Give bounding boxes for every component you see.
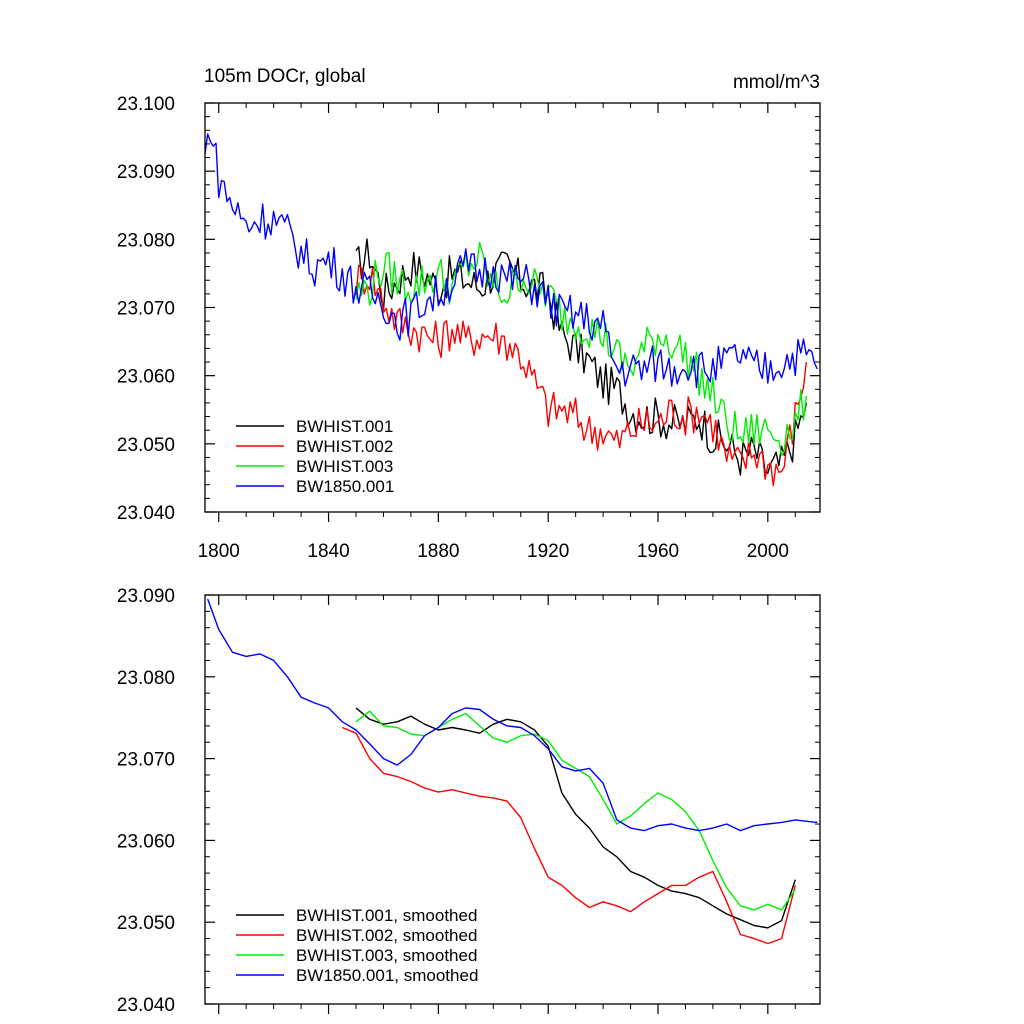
bottom-ytick-label: 23.090	[117, 586, 175, 607]
bottom-ytick-label: 23.080	[117, 668, 175, 689]
bottom-ytick-label: 23.070	[117, 750, 175, 771]
top-ytick-label: 23.080	[117, 230, 175, 251]
top-series-line-1	[355, 264, 807, 487]
chart-title: 105m DOCr, global	[204, 66, 366, 87]
units-label: mmol/m^3	[733, 72, 820, 93]
top-ytick-label: 23.090	[117, 162, 175, 183]
top-xtick-label: 1800	[198, 541, 240, 562]
bottom-legend-label-1: BWHIST.002, smoothed	[296, 926, 477, 945]
bottom-ytick-label: 23.050	[117, 913, 175, 934]
top-xtick-label: 1960	[637, 541, 679, 562]
top-legend-label-2: BWHIST.003	[296, 457, 393, 476]
top-series-line-2	[355, 241, 807, 457]
top-legend-label-1: BWHIST.002	[296, 437, 393, 456]
bottom-series-line-0	[355, 707, 796, 929]
top-series-line-0	[355, 238, 807, 476]
top-ytick-label: 23.070	[117, 299, 175, 320]
bottom-ytick-label: 23.060	[117, 831, 175, 852]
top-legend-label-3: BW1850.001	[296, 477, 394, 496]
top-xtick-label: 2000	[747, 541, 789, 562]
top-ytick-label: 23.100	[117, 94, 175, 115]
top-ytick-label: 23.040	[117, 503, 175, 524]
panel-bottom: 23.040 23.050 23.060 23.070 23.080 23.090 BWH…	[117, 586, 821, 1016]
top-ytick-label: 23.050	[117, 435, 175, 456]
top-series-line-3	[204, 133, 818, 389]
bottom-series-line-3	[207, 598, 818, 832]
bottom-legend-label-3: BW1850.001, smoothed	[296, 966, 478, 985]
bottom-series-line-2	[355, 710, 796, 911]
bottom-series-line-1	[342, 726, 796, 945]
plot-frame-bottom	[204, 594, 821, 1005]
top-xtick-label: 1840	[307, 541, 349, 562]
panel-top: 105m DOCr, global mmol/m^3 23.040 23.050 2…	[117, 66, 821, 562]
top-xtick-label: 1920	[527, 541, 569, 562]
bottom-legend-label-2: BWHIST.003, smoothed	[296, 946, 477, 965]
bottom-ytick-label: 23.040	[117, 995, 175, 1016]
bottom-legend-label-0: BWHIST.001, smoothed	[296, 906, 477, 925]
top-legend-label-0: BWHIST.001	[296, 417, 393, 436]
top-ytick-label: 23.060	[117, 367, 175, 388]
top-xtick-label: 1880	[417, 541, 459, 562]
